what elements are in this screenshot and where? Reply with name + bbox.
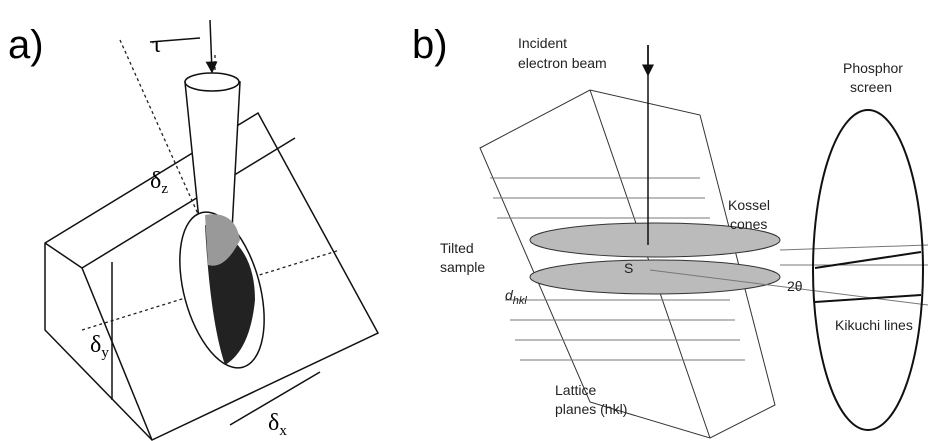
block-edge (81, 137, 296, 269)
diffraction-line (649, 269, 929, 306)
lattice-planes (490, 177, 745, 361)
screen-label: screen (850, 79, 892, 95)
lattice-label: Lattice (555, 382, 596, 398)
panel-label: b) (412, 23, 448, 67)
kikuchi-label: Kikuchi lines (835, 317, 913, 333)
screen-label: Phosphor (843, 60, 903, 76)
volume-top (205, 214, 240, 266)
panel-label: a) (8, 23, 44, 67)
kikuchi-line (814, 294, 922, 303)
sample-label: Tilted (440, 240, 474, 256)
angle-label: 2θ (787, 278, 803, 294)
kossel-label: cones (730, 216, 767, 232)
beam-cone (184, 81, 241, 231)
panel-b: b) Incident electron beam Phosphor scree… (412, 23, 929, 439)
subscript: hkl (513, 295, 528, 307)
subscript: x (279, 423, 287, 439)
kikuchi-line (814, 251, 922, 269)
kossel-label: Kossel (728, 197, 770, 213)
beam-label: Incident (518, 35, 567, 51)
symbol: δ (268, 410, 279, 436)
kossel-cone (529, 259, 781, 295)
cone-top (184, 72, 240, 92)
delta-z-label: δz (150, 168, 168, 197)
subscript: y (101, 345, 109, 361)
symbol: d (505, 287, 514, 303)
source-label: S (624, 260, 633, 276)
beam-arrow (205, 19, 218, 74)
lattice-label: planes (hkl) (555, 401, 627, 417)
symbol: δ (150, 168, 161, 194)
delta-y-label: δy (90, 332, 109, 361)
symbol: δ (90, 332, 101, 358)
tau-label: τ (152, 32, 162, 58)
delta-x-label: δx (268, 410, 287, 439)
spacing-label: dhkl (505, 287, 527, 307)
sample-label: sample (440, 259, 485, 275)
subscript: z (161, 181, 168, 197)
delta-x-arrow (229, 371, 321, 426)
tau-arc (149, 37, 201, 43)
phosphor-screen (812, 109, 924, 431)
diffraction-line (779, 244, 929, 251)
panel-a: a) τ δz δy δx (8, 19, 380, 441)
kossel-cone (529, 222, 781, 258)
beam-label: electron beam (518, 55, 607, 71)
